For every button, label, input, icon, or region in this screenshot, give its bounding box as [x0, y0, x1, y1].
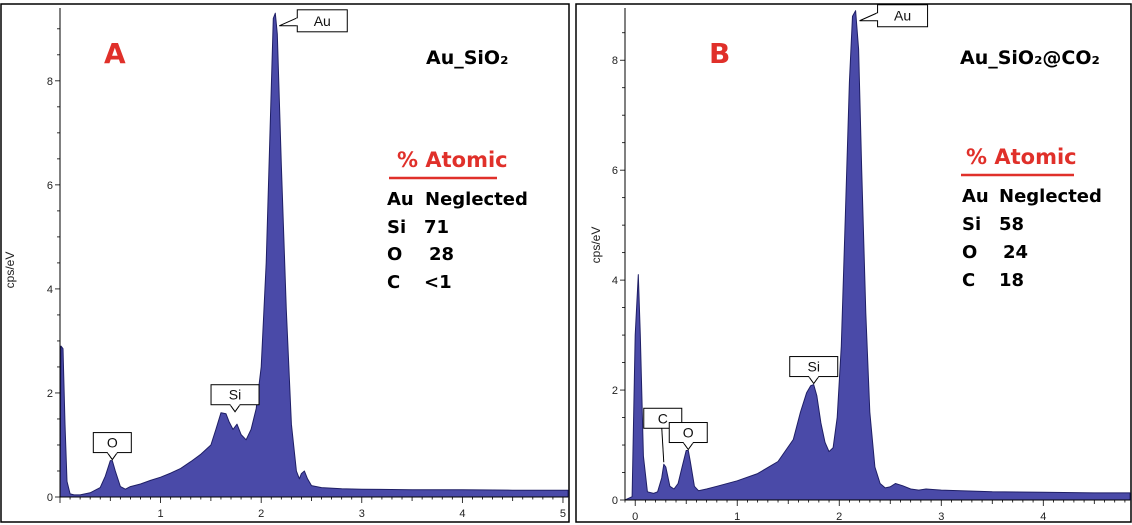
peak-label-text: C [658, 410, 668, 426]
composition-element: Si [962, 214, 981, 235]
y-tick-label: 2 [612, 385, 618, 397]
y-tick-label: 6 [47, 180, 53, 192]
panel-b-y-axis-label: cps/eV [589, 227, 603, 264]
composition-value: 71 [424, 217, 449, 238]
x-tick-label: 1 [734, 511, 740, 523]
y-tick-label: 4 [612, 275, 618, 287]
x-tick-label: 1 [158, 508, 164, 520]
panel-b-peak-labels: Au Si CO [643, 4, 929, 463]
peak-label: Au [859, 4, 929, 28]
peak-label: Au [279, 9, 348, 33]
panel-a-peak-labels: Au Si O [92, 9, 348, 461]
panel-a-letter: A [104, 37, 126, 70]
composition-value: Neglected [999, 186, 1102, 207]
peak-label-text: Si [229, 387, 241, 403]
x-tick-label: 5 [560, 508, 566, 520]
panel-b-composition: % Atomic Au Neglected Si 58 O 24 C 18 [961, 145, 1102, 291]
x-tick-label: 2 [836, 511, 842, 523]
panel-a-y-axis-label: cps/eV [3, 252, 17, 289]
panel-a-atomic-title: % Atomic [397, 148, 508, 172]
y-tick-label: 0 [47, 492, 53, 504]
peak-label-text: Au [894, 8, 911, 24]
panel-b-atomic-title: % Atomic [966, 145, 1077, 169]
panel-a-sample-name: Au_SiO₂ [426, 47, 508, 69]
y-tick-label: 8 [612, 55, 618, 67]
composition-value: 18 [999, 270, 1024, 291]
x-tick-label: 2 [258, 508, 264, 520]
peak-label: Si [210, 384, 260, 413]
y-tick-label: 8 [47, 76, 53, 88]
composition-element: O [962, 242, 977, 263]
composition-value: 24 [1003, 242, 1028, 263]
composition-value: Neglected [425, 189, 528, 210]
composition-value: <1 [424, 272, 452, 293]
composition-element: O [387, 244, 402, 265]
panel-a-spectrum [59, 12, 569, 498]
x-tick-label: 3 [359, 508, 365, 520]
peak-label: O [92, 432, 132, 461]
composition-element: C [962, 270, 975, 291]
panel-a-axes: 0 2 4 6 8 1 2 3 4 5 [47, 8, 568, 520]
y-tick-label: 6 [612, 165, 618, 177]
composition-element: Au [962, 186, 989, 207]
y-tick-label: 0 [612, 495, 618, 507]
panel-b-letter: B [709, 37, 730, 70]
x-tick-label: 3 [938, 511, 944, 523]
panel-b-spectrum [624, 10, 1131, 501]
composition-value: 28 [429, 244, 454, 265]
y-tick-label: 4 [47, 284, 53, 296]
x-tick-label: 0 [632, 511, 638, 523]
composition-value: 58 [999, 214, 1024, 235]
panel-a: 0 2 4 6 8 1 2 3 4 5 cps/eV Au Si O A Au_SiO₂ % Atom… [0, 3, 570, 523]
composition-element: C [387, 272, 400, 293]
x-tick-label: 4 [1040, 511, 1046, 523]
peak-label-text: O [107, 435, 118, 451]
panel-b-sample-name: Au_SiO₂@CO₂ [960, 47, 1100, 69]
peak-label: Si [789, 356, 839, 385]
peak-label-text: O [683, 425, 694, 441]
composition-element: Si [387, 217, 406, 238]
peak-label-text: Si [808, 359, 820, 375]
composition-element: Au [387, 189, 414, 210]
panel-a-composition: % Atomic Au Neglected Si 71 O 28 C <1 [387, 148, 528, 293]
y-tick-label: 2 [47, 388, 53, 400]
x-tick-label: 4 [459, 508, 465, 520]
peak-label: O [668, 422, 708, 451]
peak-label-text: Au [314, 13, 331, 29]
